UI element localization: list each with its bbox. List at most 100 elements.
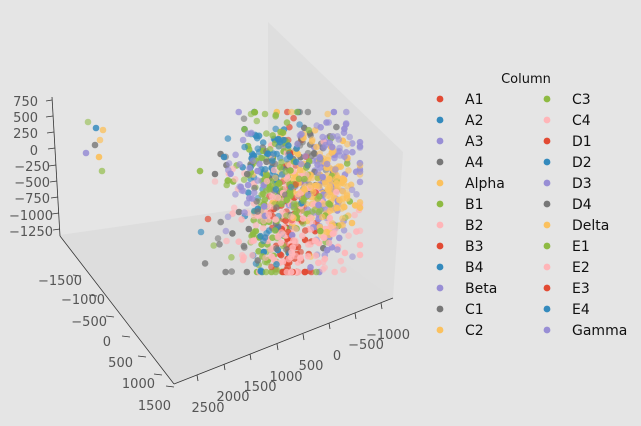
data-point-d2 xyxy=(220,153,228,161)
data-point-c3 xyxy=(287,192,294,200)
x-tick-label: −1000 xyxy=(366,328,410,343)
data-point-c3 xyxy=(305,126,313,134)
data-point-a3 xyxy=(340,227,348,234)
data-point-e2 xyxy=(331,268,339,276)
data-point-a2 xyxy=(272,125,280,133)
x-axis-line xyxy=(173,297,394,385)
data-point-d3 xyxy=(256,160,263,168)
data-point-b2 xyxy=(269,193,276,201)
data-point-beta xyxy=(349,253,356,260)
data-point-b4 xyxy=(249,152,257,159)
data-point-c1 xyxy=(217,218,224,226)
data-point-d3 xyxy=(236,161,243,168)
y-tick-label: −1000 xyxy=(61,293,105,308)
x-tick-mark xyxy=(380,302,383,310)
data-point-e2 xyxy=(274,194,282,201)
data-point-d2 xyxy=(270,150,277,157)
data-point-b3 xyxy=(302,227,309,234)
legend-label: Beta xyxy=(465,281,497,297)
data-point-a1 xyxy=(290,114,297,122)
data-point-b1 xyxy=(196,167,204,175)
data-point-c2 xyxy=(324,110,332,118)
data-point-delta xyxy=(345,167,352,174)
data-point-gamma xyxy=(349,148,356,156)
data-point-b2 xyxy=(223,237,230,245)
z-tick-label: −1000 xyxy=(9,209,53,224)
data-point-c1 xyxy=(240,242,248,250)
legend-marker xyxy=(543,95,551,103)
legend-label: C4 xyxy=(572,113,591,129)
legend-label: D3 xyxy=(572,176,592,192)
data-point-c2 xyxy=(99,126,107,134)
data-point-d3 xyxy=(239,136,247,144)
data-point-d2 xyxy=(241,143,248,151)
data-point-c3 xyxy=(272,111,280,119)
data-point-beta xyxy=(307,264,314,271)
y-tick-mark xyxy=(137,355,147,358)
legend-marker xyxy=(543,263,551,271)
data-point-gamma xyxy=(302,152,309,160)
data-point-e2 xyxy=(262,254,269,261)
data-point-b1 xyxy=(278,158,285,166)
data-point-b4 xyxy=(245,189,252,196)
data-point-delta xyxy=(324,192,331,199)
data-point-e2 xyxy=(274,233,282,241)
legend-marker xyxy=(436,158,444,166)
data-point-a1 xyxy=(204,215,212,223)
data-point-b2 xyxy=(267,246,275,253)
data-point-a4 xyxy=(240,115,248,122)
data-point-delta xyxy=(308,174,316,182)
x-tick-label: 1000 xyxy=(269,370,302,385)
data-point-e2 xyxy=(333,188,340,196)
legend-label: Alpha xyxy=(465,176,505,192)
data-point-e2 xyxy=(263,178,271,185)
data-point-gamma xyxy=(316,154,324,161)
data-point-b1 xyxy=(255,248,262,255)
data-point-alpha xyxy=(308,138,316,145)
data-point-a2 xyxy=(92,124,100,132)
data-point-c3 xyxy=(283,119,291,126)
data-point-b1 xyxy=(249,231,256,239)
legend-label: E3 xyxy=(572,281,590,297)
data-point-gamma xyxy=(297,160,305,168)
data-point-b4 xyxy=(257,232,264,240)
y-tick-label: −500 xyxy=(71,315,107,330)
data-point-a3 xyxy=(343,108,350,116)
data-point-beta xyxy=(334,246,341,253)
data-point-d2 xyxy=(304,162,311,169)
data-point-c1 xyxy=(283,246,290,253)
data-point-c2 xyxy=(307,182,315,189)
data-point-b1 xyxy=(228,253,235,261)
data-point-b2 xyxy=(356,251,364,259)
legend-label: E1 xyxy=(572,239,590,255)
data-point-c2 xyxy=(348,219,356,227)
legend-label: C3 xyxy=(572,92,591,108)
data-point-gamma xyxy=(356,168,364,175)
data-point-c3 xyxy=(317,227,324,235)
data-point-beta xyxy=(82,149,90,157)
data-point-b1 xyxy=(224,176,232,184)
data-point-e2 xyxy=(327,223,335,231)
data-point-e2 xyxy=(288,268,295,276)
data-point-a2 xyxy=(259,139,267,146)
data-point-d3 xyxy=(249,157,257,164)
data-point-d3 xyxy=(250,189,258,196)
data-point-delta xyxy=(340,203,348,211)
data-point-d2 xyxy=(296,121,303,128)
data-point-c3 xyxy=(314,174,321,182)
data-point-delta xyxy=(326,207,334,214)
y-tick-label: 1000 xyxy=(122,377,155,392)
data-point-delta xyxy=(343,190,351,197)
z-tick-label: −750 xyxy=(14,192,50,207)
data-point-c2 xyxy=(313,143,320,151)
data-point-b2 xyxy=(260,217,268,225)
data-point-gamma xyxy=(329,133,337,140)
data-point-d3 xyxy=(225,160,233,167)
data-point-c3 xyxy=(301,175,308,183)
data-point-c3 xyxy=(326,201,334,208)
data-point-b2 xyxy=(238,216,245,223)
data-point-gamma xyxy=(325,119,333,126)
legend-marker xyxy=(436,179,444,187)
data-point-c1 xyxy=(214,235,222,242)
data-point-delta xyxy=(356,199,364,206)
